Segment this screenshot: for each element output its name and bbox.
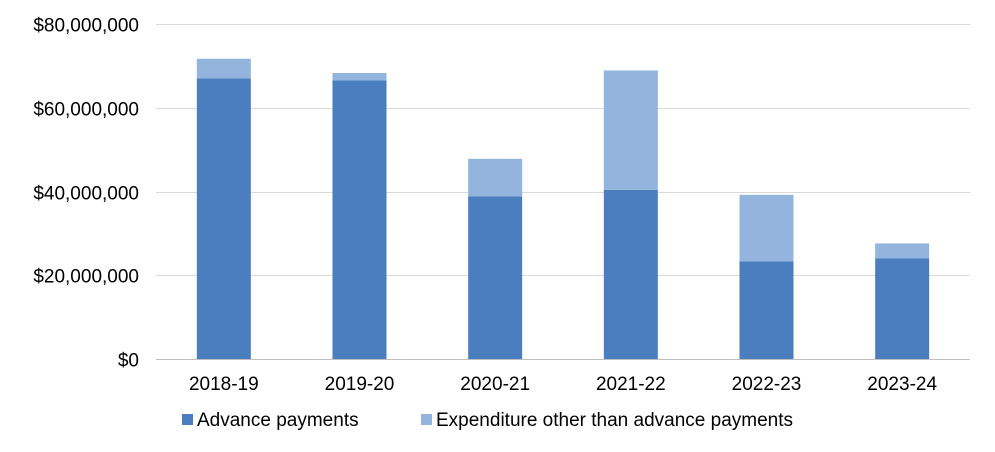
x-tick-label: 2018-19 <box>189 374 259 395</box>
bar-advance-payments-2018-19 <box>196 78 251 359</box>
bars <box>196 58 930 359</box>
bar-other-expenditure-2019-20 <box>332 72 387 81</box>
bar-advance-payments-2020-21 <box>468 196 523 359</box>
y-tick-label: $80,000,000 <box>33 16 139 37</box>
gridlines <box>156 24 970 276</box>
x-tick-label: 2023-24 <box>867 374 937 395</box>
bar-other-expenditure-2023-24 <box>875 243 930 259</box>
x-tick-label: 2020-21 <box>460 374 530 395</box>
x-tick-label: 2021-22 <box>596 374 666 395</box>
legend-label: Expenditure other than advance payments <box>436 410 793 431</box>
bar-advance-payments-2023-24 <box>875 258 930 359</box>
bar-other-expenditure-2021-22 <box>603 70 658 190</box>
y-tick-label: $40,000,000 <box>33 184 139 205</box>
bar-advance-payments-2021-22 <box>603 189 658 359</box>
bar-advance-payments-2022-23 <box>739 261 794 359</box>
bar-other-expenditure-2018-19 <box>196 58 251 79</box>
y-tick-label: $0 <box>118 351 139 372</box>
x-tick-label: 2022-23 <box>732 374 802 395</box>
x-tick-label: 2019-20 <box>325 374 395 395</box>
bar-other-expenditure-2020-21 <box>468 158 523 197</box>
y-tick-label: $60,000,000 <box>33 100 139 121</box>
bar-other-expenditure-2022-23 <box>739 194 794 262</box>
axes: $0 $20,000,000 $40,000,000 $60,000,000 $80,0… <box>33 16 970 395</box>
legend: Advance payments Expenditure other than a… <box>182 410 793 431</box>
legend-swatch <box>421 414 432 425</box>
legend-label: Advance payments <box>197 410 359 431</box>
y-tick-label: $20,000,000 <box>33 267 139 288</box>
bar-advance-payments-2019-20 <box>332 80 387 359</box>
legend-swatch <box>182 414 193 425</box>
